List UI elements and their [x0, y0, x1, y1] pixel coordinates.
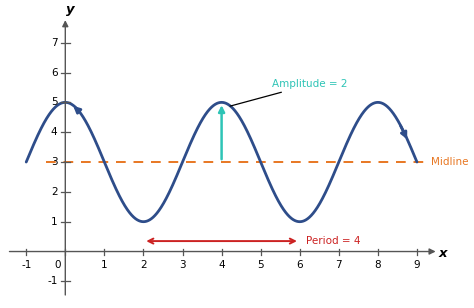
- Text: 2: 2: [140, 260, 147, 270]
- Text: 6: 6: [296, 260, 303, 270]
- Text: 5: 5: [257, 260, 264, 270]
- Text: 1: 1: [51, 217, 57, 227]
- Text: 4: 4: [219, 260, 225, 270]
- Text: 3: 3: [179, 260, 186, 270]
- Text: 5: 5: [51, 97, 57, 107]
- Text: Amplitude = 2: Amplitude = 2: [230, 79, 348, 106]
- Text: -1: -1: [21, 260, 31, 270]
- Text: 2: 2: [51, 187, 57, 197]
- Text: 3: 3: [51, 157, 57, 167]
- Text: y: y: [66, 3, 74, 16]
- Text: 7: 7: [336, 260, 342, 270]
- Text: 8: 8: [374, 260, 381, 270]
- Text: 6: 6: [51, 67, 57, 78]
- Text: Midline: Midline: [431, 157, 468, 167]
- Text: x: x: [438, 246, 447, 260]
- Text: 9: 9: [414, 260, 420, 270]
- Text: 4: 4: [51, 127, 57, 137]
- Text: -1: -1: [47, 276, 57, 286]
- Text: 7: 7: [51, 38, 57, 48]
- Text: 1: 1: [101, 260, 108, 270]
- Text: 0: 0: [54, 260, 61, 270]
- Text: Period = 4: Period = 4: [306, 236, 360, 246]
